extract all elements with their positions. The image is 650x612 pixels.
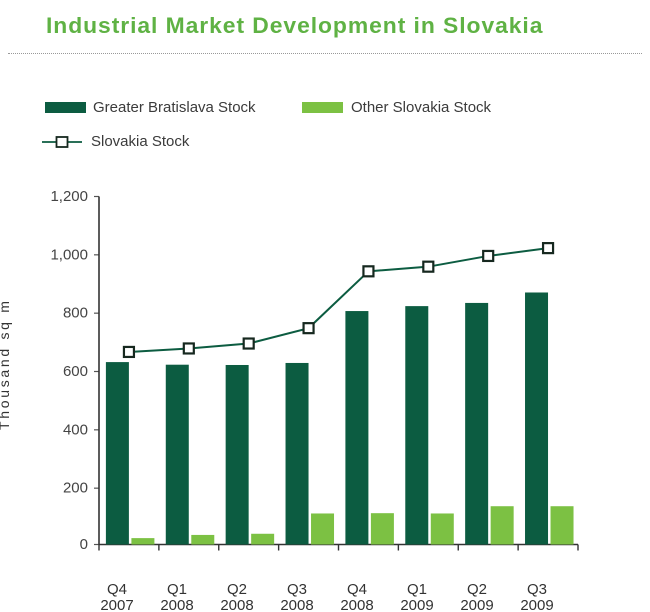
svg-text:Q2: Q2 xyxy=(227,582,247,598)
svg-text:2008: 2008 xyxy=(220,597,253,612)
svg-text:2009: 2009 xyxy=(400,597,433,612)
svg-text:Q2: Q2 xyxy=(467,582,487,598)
svg-text:Q4: Q4 xyxy=(347,582,367,598)
svg-text:0: 0 xyxy=(80,536,88,553)
svg-text:600: 600 xyxy=(63,363,88,380)
svg-text:200: 200 xyxy=(63,480,88,497)
svg-text:Q3: Q3 xyxy=(527,582,547,598)
svg-text:2008: 2008 xyxy=(340,597,373,612)
svg-text:2009: 2009 xyxy=(520,597,553,612)
svg-text:1,200: 1,200 xyxy=(50,190,88,205)
svg-text:2007: 2007 xyxy=(100,597,133,612)
svg-text:800: 800 xyxy=(63,305,88,322)
svg-text:2008: 2008 xyxy=(160,597,193,612)
svg-text:Q4: Q4 xyxy=(107,582,127,598)
svg-text:Q1: Q1 xyxy=(167,582,187,598)
svg-text:2009: 2009 xyxy=(460,597,493,612)
svg-text:2008: 2008 xyxy=(280,597,313,612)
svg-text:400: 400 xyxy=(63,421,88,438)
svg-text:Q1: Q1 xyxy=(407,582,427,598)
svg-text:1,000: 1,000 xyxy=(50,246,88,263)
svg-text:Q3: Q3 xyxy=(287,582,307,598)
